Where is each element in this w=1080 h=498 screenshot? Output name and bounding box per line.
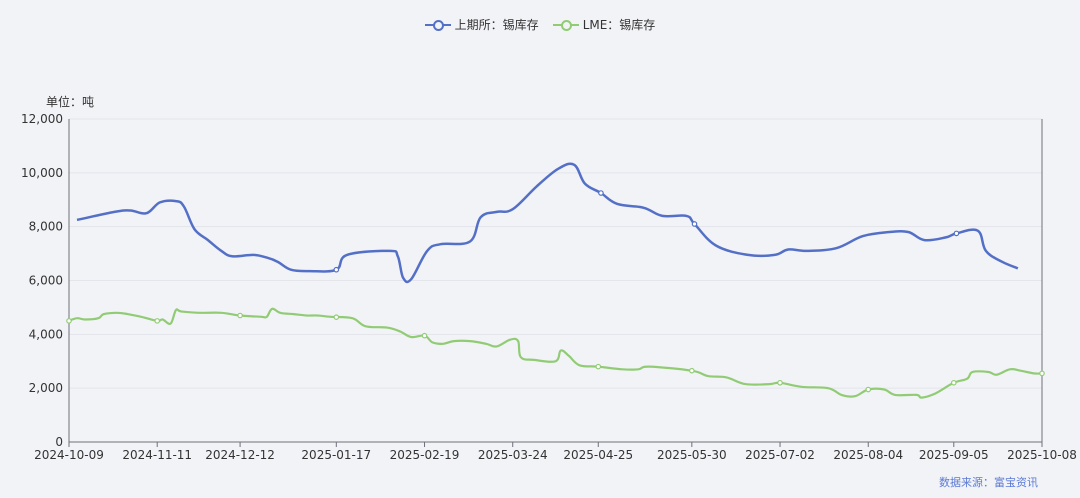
x-tick-label: 2025-09-05	[919, 448, 989, 462]
series-point-1	[777, 379, 783, 386]
y-tick-label: 6,000	[29, 274, 63, 288]
series-point-1	[154, 318, 161, 324]
legend-swatch-shfe	[424, 19, 451, 31]
series-point-1	[595, 363, 602, 370]
series-point-0	[333, 266, 340, 273]
series-point-1	[421, 332, 428, 339]
data-source-label[interactable]: 数据来源：富宝资讯	[939, 476, 1038, 489]
y-tick-label: 4,000	[29, 327, 63, 341]
series-point-1	[865, 386, 872, 393]
x-tick-label: 2025-04-25	[563, 448, 633, 462]
y-axis-unit-label: 单位：吨	[46, 95, 95, 109]
x-tick-label: 2025-03-24	[478, 448, 548, 462]
legend-swatch-lme	[552, 19, 579, 31]
y-tick-label: 0	[55, 435, 63, 449]
x-tick-label: 2025-10-08	[1007, 448, 1077, 462]
series-point-1	[333, 314, 340, 320]
series-point-1	[1039, 370, 1045, 377]
y-tick-label: 12,000	[21, 112, 63, 126]
x-tick-label: 2025-07-02	[745, 448, 815, 462]
x-tick-label: 2025-08-04	[833, 448, 903, 462]
y-tick-label: 10,000	[21, 166, 63, 180]
series-point-1	[689, 367, 695, 374]
x-tick-label: 2024-11-11	[122, 448, 192, 462]
series-line-1	[68, 307, 1043, 399]
series-point-1	[66, 318, 72, 324]
legend-item-lme[interactable]: LME：锡库存	[552, 16, 656, 33]
series-point-1	[237, 312, 243, 319]
series-point-0	[953, 230, 960, 237]
x-tick-label: 2024-12-12	[205, 448, 275, 462]
series-point-1	[950, 379, 957, 386]
x-tick-label: 2025-01-17	[301, 448, 371, 462]
x-tick-label: 2024-10-09	[34, 448, 104, 462]
series-point-0	[691, 221, 698, 227]
series-line-0	[76, 162, 1019, 284]
legend-label-shfe: 上期所：锡库存	[454, 18, 539, 32]
y-tick-label: 2,000	[29, 381, 63, 395]
legend-item-shfe[interactable]: 上期所：锡库存	[424, 16, 539, 33]
legend-label-lme: LME：锡库存	[582, 18, 656, 32]
chart-legend: 上期所：锡库存 LME：锡库存	[0, 16, 1080, 33]
y-tick-label: 8,000	[29, 220, 63, 234]
series-point-0	[598, 190, 604, 196]
x-tick-label: 2025-05-30	[657, 448, 727, 462]
x-tick-label: 2025-02-19	[390, 448, 460, 462]
